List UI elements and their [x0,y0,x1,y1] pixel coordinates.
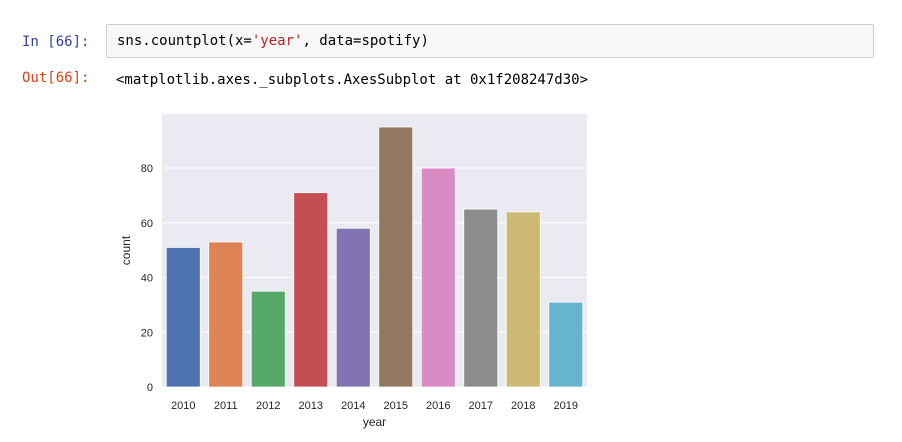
bar-2015 [378,126,414,388]
y-tick-label: 80 [141,163,153,175]
x-tick-label: 2018 [511,400,535,412]
x-tick-label: 2012 [256,400,280,412]
x-tick-label: 2013 [299,400,323,412]
x-tick-label: 2011 [214,400,238,412]
y-tick-label: 0 [147,382,153,394]
code-call: sns.countplot(x= [117,33,252,49]
bar-2018 [505,211,541,388]
bar-2013 [293,192,329,388]
bar-2017 [463,208,499,388]
x-tick-label: 2017 [469,400,493,412]
bar-2010 [165,247,201,388]
bar-2012 [250,290,286,388]
code-call-rest: , data=spotify) [302,33,429,49]
x-tick-label: 2019 [554,400,578,412]
y-axis-label: count [119,235,133,265]
bar-2011 [208,241,244,388]
code-input-area[interactable]: sns.countplot(x='year', data=spotify) [106,24,874,58]
output-repr-text: <matplotlib.axes._subplots.AxesSubplot a… [116,72,589,88]
output-prompt: Out[66]: [22,70,90,86]
bar-2014 [335,227,371,388]
code-string-literal: 'year' [251,33,303,49]
x-tick-label: 2015 [384,400,408,412]
bar-2016 [420,167,456,388]
x-tick-label: 2014 [341,400,365,412]
bar-2019 [548,301,584,388]
code-line: sns.countplot(x='year', data=spotify) [117,32,429,50]
x-tick-label: 2010 [171,400,195,412]
x-tick-label: 2016 [426,400,450,412]
y-tick-label: 20 [141,327,153,339]
y-tick-label: 60 [141,218,153,230]
y-tick-label: 40 [141,273,153,285]
x-axis-label: year [363,415,386,429]
input-prompt: In [66]: [22,34,90,50]
